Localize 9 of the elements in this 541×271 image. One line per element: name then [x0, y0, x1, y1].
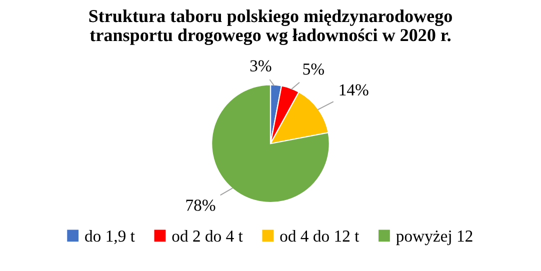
data-label: 3% [250, 60, 272, 72]
data-label: 5% [303, 63, 324, 75]
legend-label: do 1,9 t [85, 230, 135, 244]
legend-label: od 2 do 4 t [172, 230, 243, 242]
data-label: 78% [186, 200, 216, 211]
data-label: 14% [340, 84, 368, 96]
chart-title: Struktura taboru polskiego międzynarodowego transportu drogowego wg ładowności w 2020 r. [89, 9, 452, 46]
legend-label: powyżej 12 [396, 230, 472, 246]
legend-label: od 4 do 12 t [280, 230, 360, 242]
